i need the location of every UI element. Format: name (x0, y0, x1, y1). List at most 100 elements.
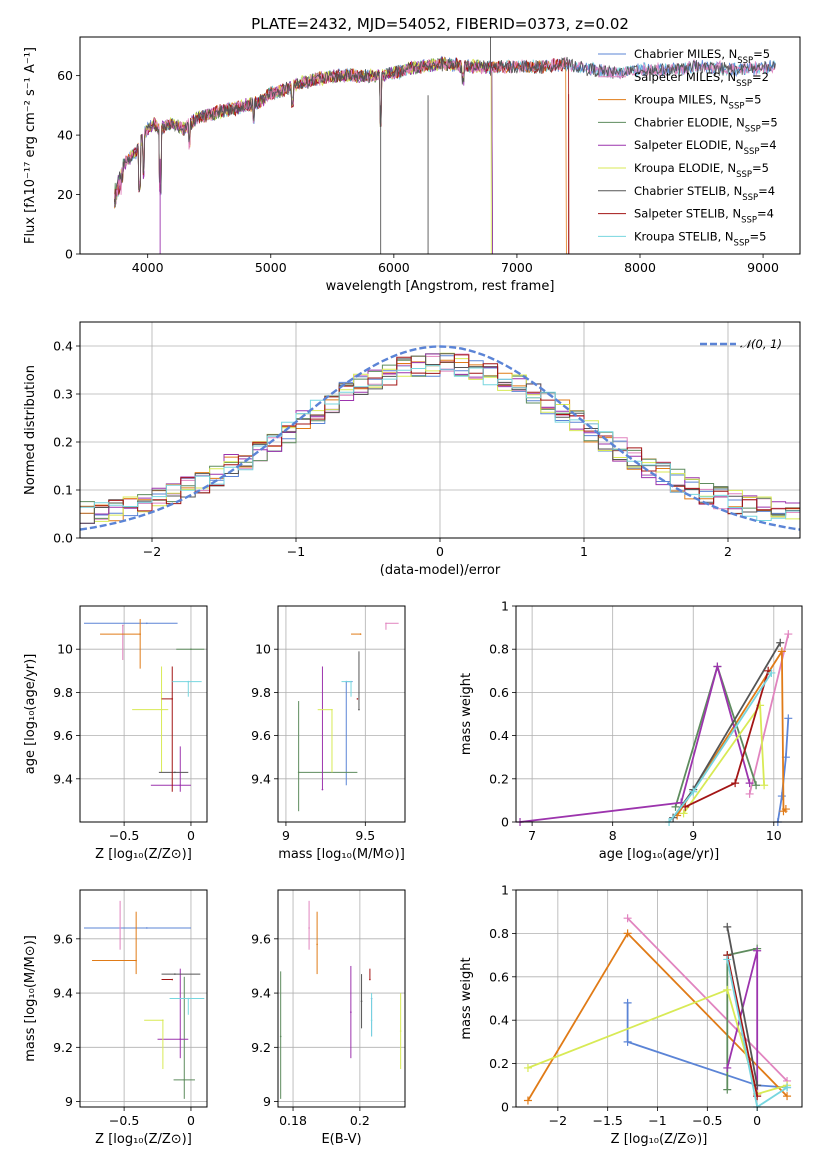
data-point (360, 1000, 363, 1003)
age-vs-mass-panel: 9 9.5 9.4 9.6 9.8 10 mass [log₁₀(M/M⊙)] (251, 605, 406, 862)
x-tick-label: −0.5 (692, 1113, 722, 1128)
weight-line (674, 665, 757, 808)
y-tick-label: 9.8 (53, 685, 73, 700)
y-tick-label: 1 (501, 599, 509, 614)
weight-marker (723, 985, 732, 994)
y-tick-label: 9.2 (251, 1040, 271, 1055)
y-tick-label: 0.8 (489, 926, 509, 941)
y-tick-label: 0 (501, 815, 509, 830)
x-tick-label: 2 (724, 544, 732, 559)
y-tick-label: 10 (57, 642, 73, 657)
data-point (146, 927, 148, 929)
y-tick-label: 0.8 (489, 642, 509, 657)
spectrum-line (114, 58, 493, 254)
data-point (190, 648, 192, 650)
spectrum-line (114, 56, 776, 204)
data-point (121, 624, 124, 627)
weight-marker (723, 1085, 732, 1094)
weight-line (726, 954, 759, 1097)
y-tick-label: 0.0 (53, 531, 73, 546)
weight-marker (777, 792, 786, 801)
weight-marker (745, 789, 754, 798)
weight-marker (783, 1083, 792, 1092)
x-tick-label: 7 (528, 828, 536, 843)
data-point (316, 943, 318, 946)
y-tick-label: 1 (501, 883, 509, 898)
data-point (160, 708, 163, 711)
y-tick-label: 10 (255, 642, 271, 657)
x-tick-label: 10 (766, 828, 782, 843)
data-point (162, 1019, 164, 1021)
weight-marker (679, 809, 688, 818)
x-tick-label: 0 (187, 1113, 195, 1128)
weight-marker (784, 714, 793, 723)
y-tick-label: 0 (501, 1100, 509, 1115)
mass-vs-EBV-panel: 0.18 0.2 9 9.2 9.4 9.6 E(B-V) (251, 889, 406, 1147)
weight-marker (753, 946, 762, 955)
weight-marker (760, 781, 769, 790)
y-tick-label: 0.3 (53, 387, 73, 402)
y-tick-label: 60 (57, 68, 73, 83)
data-point (279, 1035, 282, 1038)
legend-entry: Kroupa ELODIE, NSSP=5 (634, 161, 769, 180)
weight-line (527, 988, 788, 1095)
x-axis-label: E(B-V) (321, 1132, 361, 1147)
y-tick-label: 0.4 (489, 728, 509, 743)
weight-marker (723, 955, 732, 964)
y-tick-label: 9.4 (53, 986, 73, 1001)
data-point (331, 708, 333, 711)
data-point (321, 788, 324, 791)
data-point (385, 622, 387, 625)
weight-line (726, 926, 759, 1086)
y-tick-label: 40 (57, 128, 73, 143)
y-tick-label: 0.2 (53, 435, 73, 450)
data-point (119, 927, 121, 929)
x-axis-label: (data-model)/error (380, 563, 501, 578)
data-point (187, 997, 190, 1000)
x-axis-label: wavelength [Angstrom, rest frame] (326, 279, 555, 294)
legend-entry: Chabrier MILES, NSSP=5 (634, 47, 770, 66)
x-tick-label: −1.5 (592, 1113, 622, 1128)
weight-marker (723, 1063, 732, 1072)
weight-marker (623, 998, 632, 1007)
data-point (350, 1011, 352, 1013)
y-tick-label: 9.8 (251, 685, 271, 700)
gaussian-curve (79, 345, 801, 531)
weight-vs-age-panel: 7 8 9 10 0 0.2 0.4 0.6 0.8 1 age [log₁₀(age/yr)] ma… (459, 599, 803, 862)
weight-marker (723, 922, 732, 931)
data-point (350, 680, 352, 683)
weight-marker (623, 1037, 632, 1046)
data-point (179, 1038, 182, 1040)
data-point (146, 622, 148, 625)
data-point (370, 1019, 373, 1021)
mass-vs-Z-panel: −0.5 0 9 9.2 9.4 9.6 Z [log₁₀(Z/Z⊙)] mass [log₁… (23, 889, 208, 1147)
x-tick-label: 0 (436, 544, 444, 559)
legend-entry: Kroupa MILES, NSSP=5 (634, 93, 761, 112)
axes-frame (515, 605, 803, 823)
x-tick-label: 8 (609, 828, 617, 843)
y-tick-label: 9 (263, 1094, 271, 1109)
data-point (171, 698, 174, 700)
data-point (174, 771, 176, 774)
weight-marker (713, 662, 722, 671)
x-tick-label: 0 (187, 828, 195, 843)
weight-marker (731, 779, 740, 788)
x-tick-label: 9000 (747, 260, 779, 275)
x-tick-label: −1 (287, 544, 305, 559)
x-axis-label: Z [log₁₀(Z/Z⊙)] (611, 1132, 708, 1147)
x-tick-label: −1 (648, 1113, 666, 1128)
legend-entry: Salpeter STELIB, NSSP=4 (634, 207, 774, 226)
y-tick-label: 20 (57, 187, 73, 202)
data-point (139, 633, 141, 635)
weight-line (676, 650, 787, 816)
spectrum-panel: 4000 5000 6000 7000 8000 9000 0 20 40 60 wavelengt… (23, 15, 801, 294)
spectrum-line (114, 56, 493, 254)
weight-marker (523, 1063, 532, 1072)
data-point (399, 1030, 402, 1032)
data-point (358, 708, 360, 711)
data-point (171, 978, 174, 981)
y-tick-label: 9.4 (251, 986, 271, 1001)
spectrum-line (114, 56, 776, 208)
y-tick-label: 0.2 (489, 1056, 509, 1071)
x-tick-label: 9.5 (355, 828, 375, 843)
